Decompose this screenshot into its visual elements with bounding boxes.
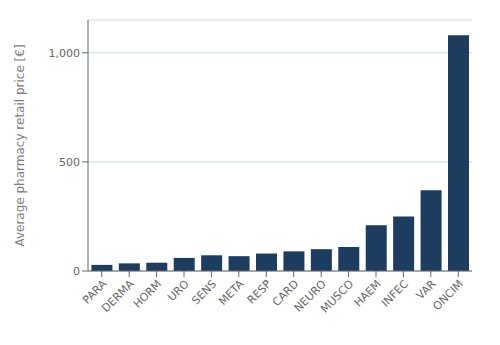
svg-text:HORM: HORM	[131, 277, 164, 310]
svg-text:HAEM: HAEM	[352, 277, 384, 309]
svg-text:CARD: CARD	[270, 277, 302, 309]
svg-text:VAR: VAR	[413, 277, 439, 303]
svg-text:SENS: SENS	[189, 277, 219, 307]
svg-text:MUSCO: MUSCO	[318, 277, 356, 315]
svg-text:Average pharmacy retail price: Average pharmacy retail price [€]	[13, 44, 27, 246]
svg-text:URO: URO	[165, 277, 192, 304]
svg-text:ONCIM: ONCIM	[430, 277, 466, 313]
svg-text:META: META	[216, 277, 247, 308]
svg-text:DERMA: DERMA	[99, 277, 137, 315]
svg-text:1,000: 1,000	[49, 47, 81, 60]
svg-text:PARA: PARA	[80, 277, 110, 307]
svg-text:0: 0	[73, 265, 80, 278]
svg-text:RESP: RESP	[245, 277, 274, 306]
svg-text:NEURO: NEURO	[291, 277, 329, 315]
svg-text:500: 500	[59, 156, 80, 169]
svg-text:INFEC: INFEC	[379, 277, 411, 309]
